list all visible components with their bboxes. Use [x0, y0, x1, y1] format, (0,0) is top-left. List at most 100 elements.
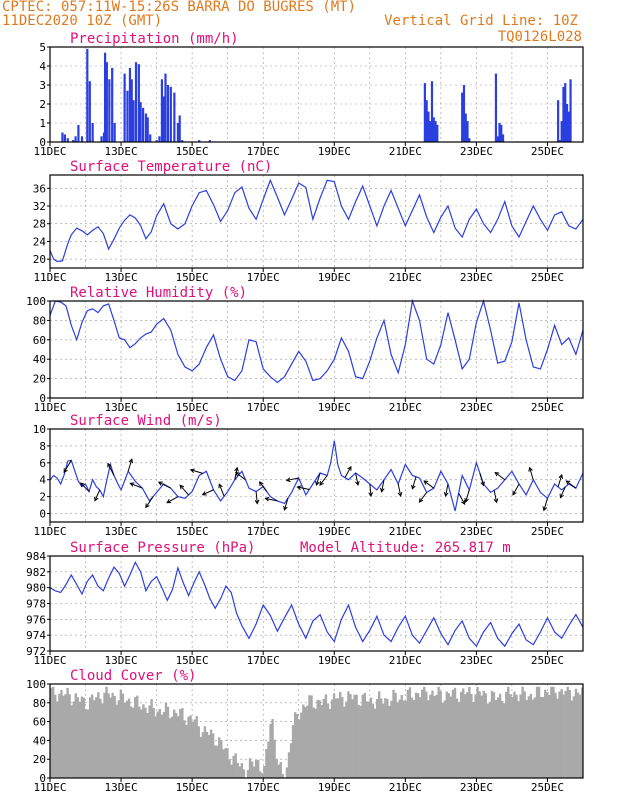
wind-arrow: [419, 492, 428, 503]
cloud-bar: [121, 693, 125, 778]
cloud-bar: [523, 691, 526, 778]
x-tick-label: 19DEC: [318, 145, 351, 158]
wind-arrow: [529, 467, 534, 480]
wind-arrow: [179, 485, 189, 496]
wind-arrowhead: [264, 496, 270, 502]
precip-bar: [128, 67, 132, 142]
cloud-bar: [328, 709, 332, 778]
precip-bar: [565, 104, 569, 142]
cloud-bar: [232, 755, 235, 778]
y-tick-label: 0: [39, 136, 46, 149]
cloud-bar: [380, 698, 383, 778]
cloud-bar: [468, 686, 471, 778]
cloud-bar: [367, 701, 371, 778]
precip-bar: [434, 121, 437, 142]
precip-bar: [144, 113, 148, 142]
cloud-bar: [558, 691, 561, 778]
cloud-bar: [146, 712, 149, 778]
cloud-bar: [433, 696, 436, 778]
cloud-bar: [275, 758, 278, 778]
cloud-bar: [462, 688, 465, 778]
cloud-bar: [552, 686, 555, 778]
cloud-bar: [166, 706, 170, 778]
cloud-bar: [525, 700, 528, 778]
wind-arrowhead: [283, 505, 288, 511]
wind-arrow: [494, 472, 506, 481]
cloud-bar: [117, 700, 120, 778]
cloud-bar: [58, 693, 61, 778]
y-tick-label: 974: [26, 629, 46, 642]
cloud-bar: [345, 701, 348, 778]
panel-title: Relative Humidity (%): [70, 285, 247, 301]
wind-arrow: [166, 496, 179, 504]
wind-arrowhead: [464, 497, 469, 503]
precip-bar: [63, 134, 67, 142]
precip-bar: [432, 117, 435, 142]
x-tick-label: 25DEC: [531, 145, 564, 158]
wind-arrow: [80, 482, 90, 492]
precip-bar: [77, 124, 80, 142]
x-tick-label: 15DEC: [176, 401, 209, 414]
cloud-bar: [402, 700, 405, 778]
wind-arrowhead: [528, 466, 533, 472]
wind-arrowhead: [493, 498, 499, 504]
y-tick-label: 32: [33, 200, 46, 213]
x-tick-label: 19DEC: [318, 401, 351, 414]
wind-arrowhead: [296, 485, 302, 491]
precip-bar: [137, 64, 140, 142]
cloud-bar: [560, 689, 563, 778]
cloud-bar: [548, 694, 551, 778]
cloud-bar: [519, 694, 522, 778]
x-tick-label: 23DEC: [460, 145, 493, 158]
wind-arrow: [411, 476, 417, 489]
cloud-bar: [310, 695, 313, 778]
cloud-bar: [330, 699, 334, 778]
wind-arrowhead: [423, 480, 429, 485]
wind-arrowhead: [201, 491, 207, 496]
cloud-bar: [484, 693, 487, 778]
y-tick-label: 2: [39, 491, 46, 504]
cloud-bar: [445, 691, 448, 778]
precip-bar: [88, 81, 91, 142]
cloud-bar: [517, 701, 520, 778]
cloud-bar: [425, 691, 428, 778]
cloud-bar: [191, 721, 194, 778]
wind-arrowhead: [480, 481, 485, 487]
wind-arrow: [479, 473, 485, 486]
cloud-bar: [388, 705, 391, 778]
cloud-bar: [103, 692, 106, 778]
wind-arrow: [315, 472, 321, 486]
cloud-bar: [240, 763, 243, 778]
precip-bar: [91, 123, 94, 142]
cloud-bar: [80, 696, 84, 778]
cloud-bar: [572, 696, 576, 778]
cloud-bar: [498, 693, 502, 778]
y-tick-label: 4: [39, 60, 46, 73]
cloud-bar: [515, 694, 518, 778]
precip-bar: [466, 121, 469, 142]
cloud-bar: [423, 686, 426, 778]
cloud-bar: [492, 692, 496, 778]
cloud-bar: [76, 697, 79, 778]
x-tick-label: 25DEC: [531, 401, 564, 414]
x-tick-label: 25DEC: [531, 271, 564, 284]
cloud-bar: [390, 700, 393, 778]
wind-arrow: [130, 482, 143, 489]
wind-arrow: [190, 469, 203, 474]
precip-bar: [461, 92, 464, 142]
cloud-bar: [316, 699, 319, 778]
wind-arrowhead: [565, 480, 571, 485]
cloud-bar: [349, 694, 352, 778]
x-tick-label: 17DEC: [247, 654, 280, 667]
y-tick-label: 20: [33, 373, 46, 386]
cloud-bar: [132, 707, 135, 778]
cloud-bar: [382, 703, 385, 778]
y-tick-label: 60: [33, 716, 46, 729]
cloud-bar: [193, 719, 196, 778]
cloud-bar: [222, 749, 225, 778]
cloud-bar: [289, 743, 293, 778]
cloud-bar: [226, 748, 229, 778]
precip-bar: [155, 140, 158, 142]
cloud-bar: [263, 765, 266, 778]
